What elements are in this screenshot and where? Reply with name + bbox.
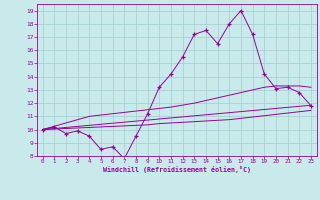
X-axis label: Windchill (Refroidissement éolien,°C): Windchill (Refroidissement éolien,°C) bbox=[103, 166, 251, 173]
